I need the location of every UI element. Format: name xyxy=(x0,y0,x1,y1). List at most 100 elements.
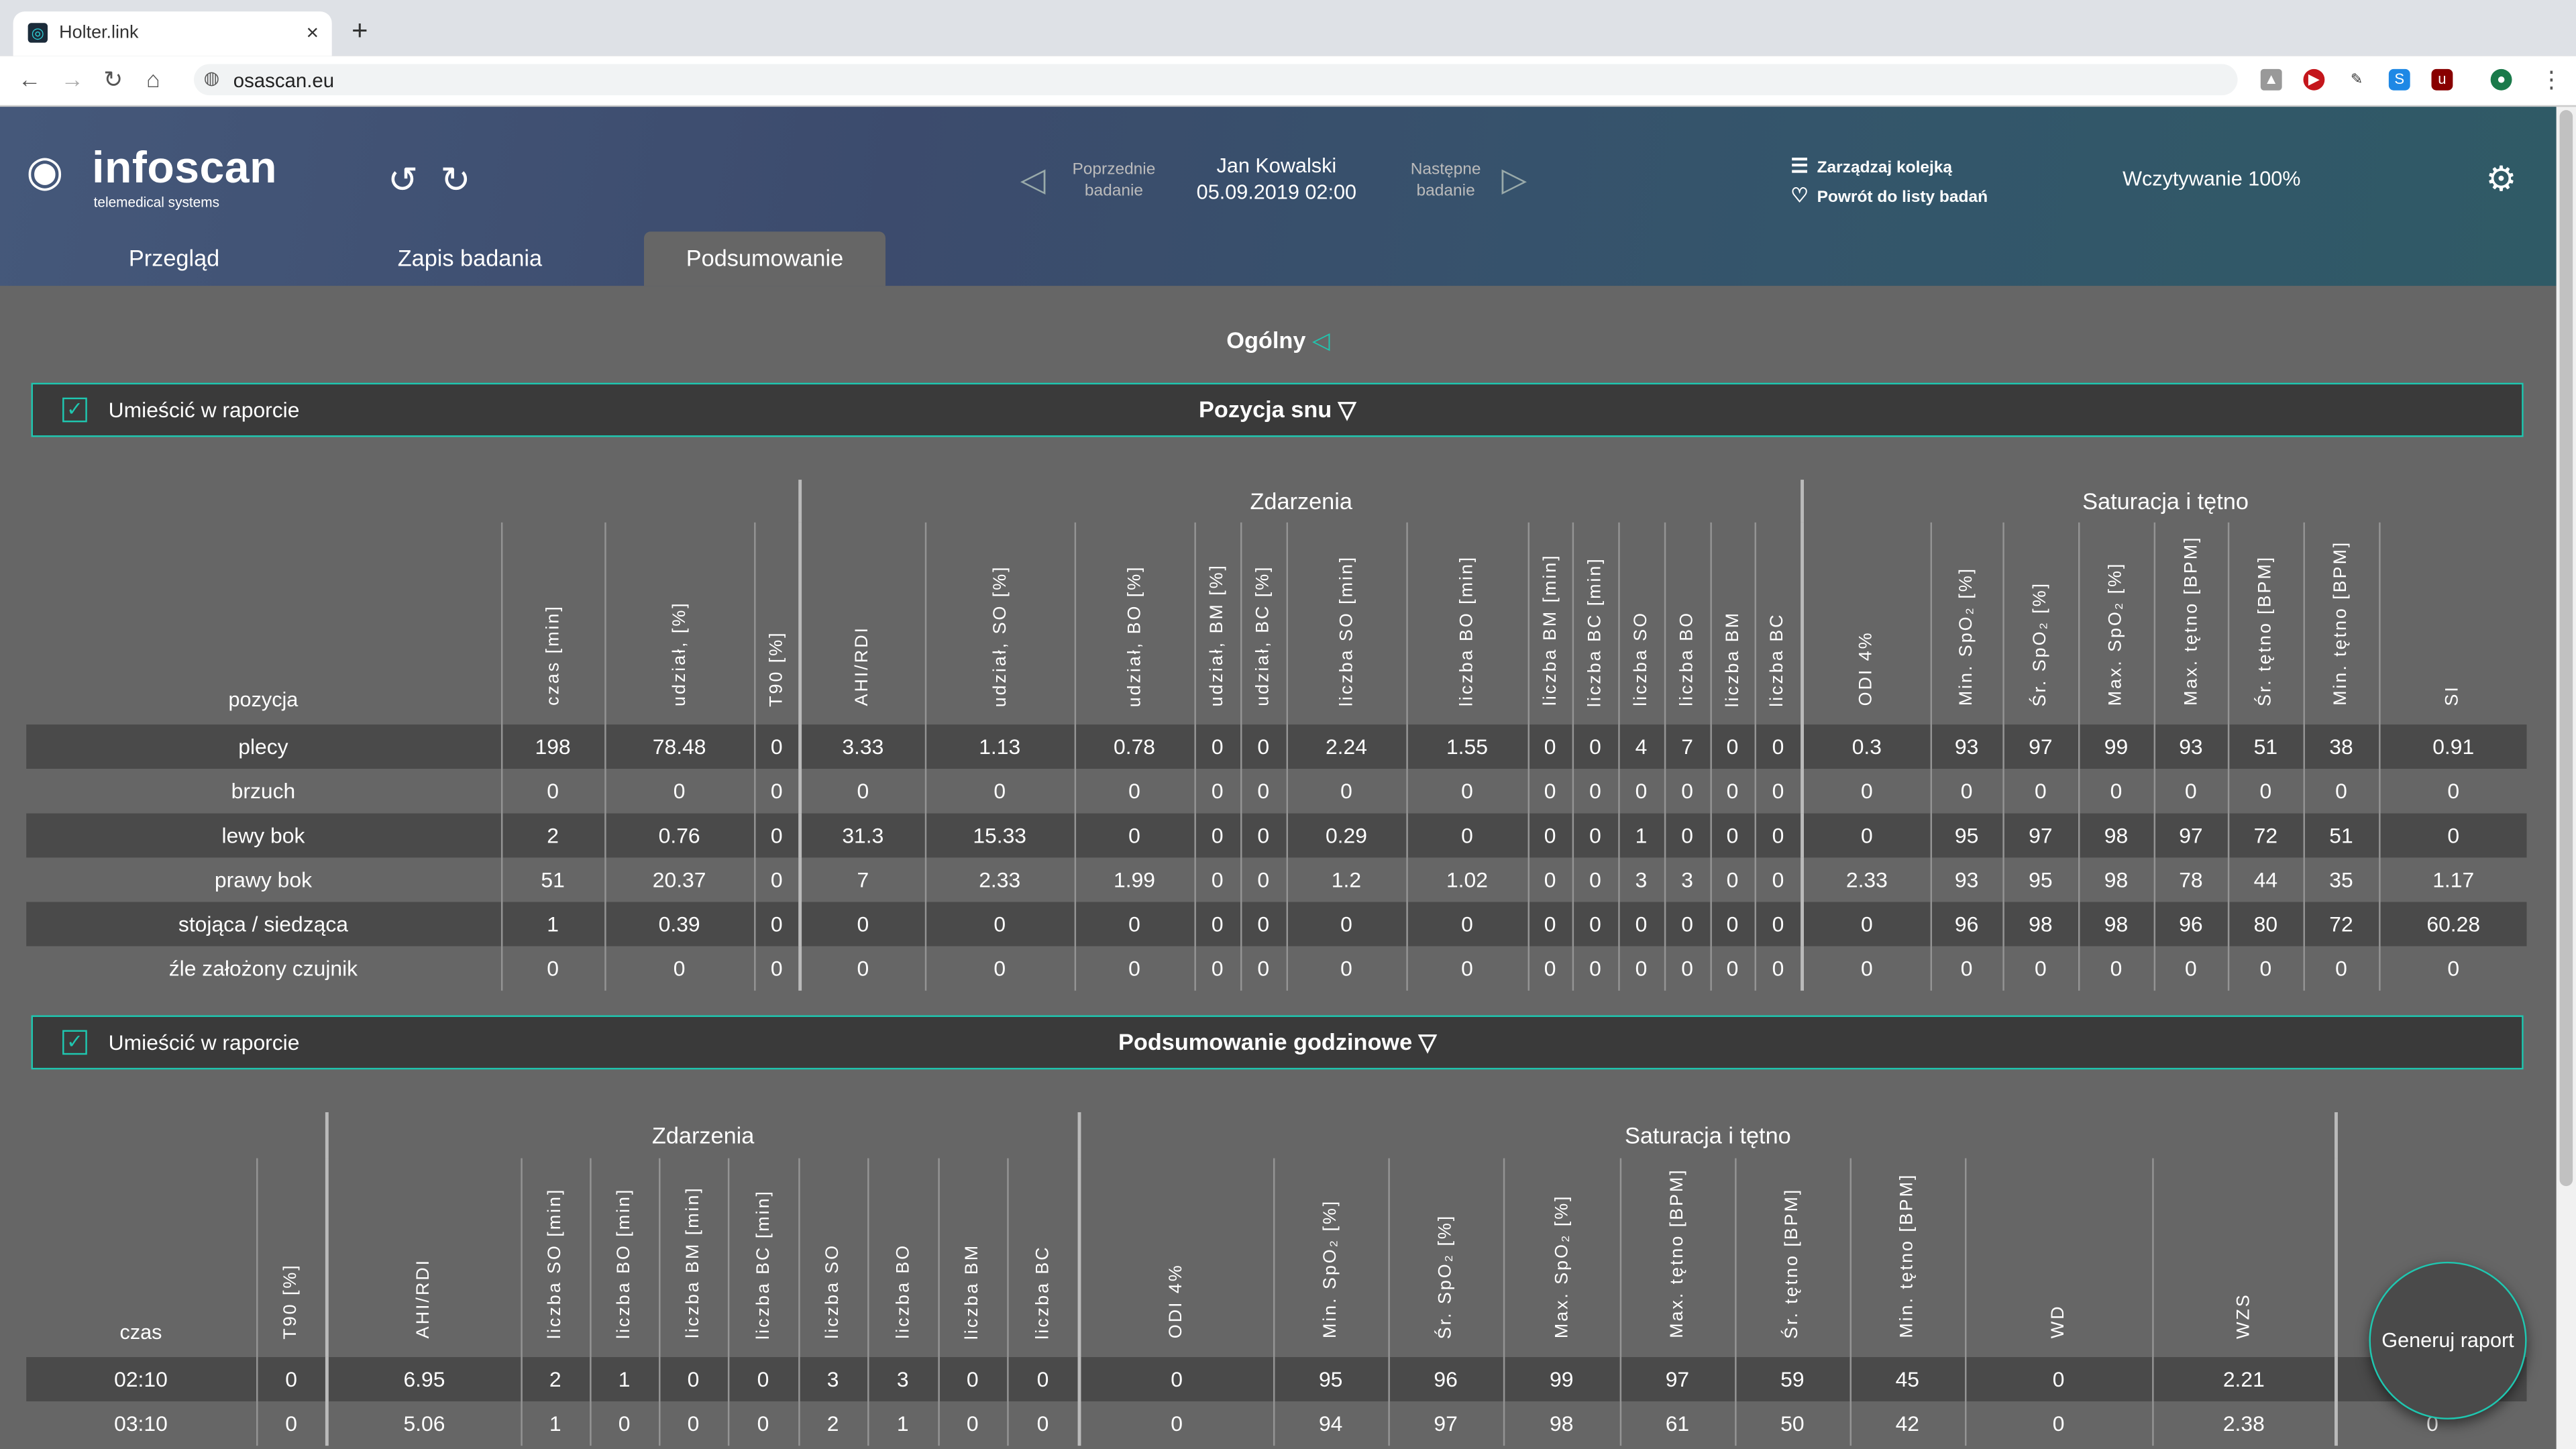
column-header[interactable]: Min. SpO₂ [%] xyxy=(1272,1158,1389,1357)
column-header[interactable]: liczba BM [min] xyxy=(657,1158,728,1357)
column-group-header: Saturacja i tętno xyxy=(1077,1112,2337,1159)
column-header[interactable]: Śr. SpO₂ [%] xyxy=(2002,522,2079,725)
column-header[interactable]: liczba BM [min] xyxy=(1527,522,1572,725)
column-header[interactable]: Max. SpO₂ [%] xyxy=(2077,522,2154,725)
extension-icon[interactable]: ✎ xyxy=(2346,68,2368,91)
column-header[interactable]: pozycja xyxy=(26,523,501,724)
table-row: źle założony czujnik 0 0 0 0 0 0 0 0 0 0 0 0 0 0 0 0 0 0 0 0… xyxy=(26,946,2527,991)
column-header[interactable]: Min. tętno [BPM] xyxy=(1849,1158,1966,1357)
redo-icon[interactable]: ↻ xyxy=(440,159,471,201)
forward-icon[interactable]: → xyxy=(60,65,84,93)
gear-icon[interactable]: ⚙ xyxy=(2485,161,2517,199)
column-header[interactable]: ODI 4% xyxy=(1801,522,1931,725)
column-header[interactable]: T90 [%] xyxy=(753,522,800,725)
undo-icon[interactable]: ↺ xyxy=(387,159,419,201)
column-header[interactable]: SI xyxy=(2378,522,2527,725)
column-header[interactable]: Śr. tętno [BPM] xyxy=(1733,1158,1850,1357)
column-header[interactable]: liczba BC xyxy=(1006,1158,1079,1357)
dropdown-triangle-icon[interactable]: ▽ xyxy=(1338,396,1356,423)
column-header[interactable]: liczba BO xyxy=(1663,522,1711,725)
column-header[interactable]: liczba BC [min] xyxy=(727,1158,799,1357)
url-input[interactable]: ◍ osascan.eu xyxy=(193,64,2238,96)
manage-queue-link[interactable]: ☰ Zarządzaj kolejką xyxy=(1790,154,1952,177)
heart-icon: ♡ xyxy=(1790,184,1809,207)
column-header[interactable]: Max. tętno [BPM] xyxy=(1619,1158,1735,1357)
column-header[interactable]: liczba BC [min] xyxy=(1571,522,1619,725)
column-header[interactable]: udział, SO [%] xyxy=(924,522,1075,725)
column-header[interactable]: liczba SO xyxy=(1617,522,1664,725)
column-header[interactable]: liczba SO [min] xyxy=(520,1158,590,1357)
dropdown-triangle-icon[interactable]: ▽ xyxy=(1418,1028,1437,1055)
table-cell: 0 xyxy=(1073,902,1195,947)
column-header[interactable]: Max. SpO₂ [%] xyxy=(1502,1158,1620,1357)
table-cell: 0 xyxy=(1077,1356,1273,1401)
browser-tab[interactable]: ◎ Holter.link × xyxy=(13,11,332,56)
column-header[interactable]: liczba BM xyxy=(937,1158,1008,1357)
include-in-report-checkbox[interactable]: ✓ xyxy=(62,397,87,423)
hourly-summary-title[interactable]: Podsumowanie godzinowe ▽ xyxy=(33,1028,2522,1057)
column-header[interactable]: WZS xyxy=(2151,1158,2337,1357)
home-icon[interactable]: ⌂ xyxy=(146,65,160,93)
include-in-report-checkbox[interactable]: ✓ xyxy=(62,1030,87,1055)
back-icon[interactable]: ← xyxy=(17,65,42,93)
column-header[interactable]: liczba SO xyxy=(797,1158,868,1357)
generate-report-button[interactable]: Generuj raport xyxy=(2369,1261,2527,1419)
menu-icon[interactable]: ⋮ xyxy=(2540,65,2563,93)
scrollbar-thumb[interactable] xyxy=(2559,110,2573,1187)
next-exam-button[interactable]: Następne badanie xyxy=(1410,161,1481,201)
column-header[interactable]: AHI/RDI xyxy=(325,1158,521,1357)
row-label: 03:10 xyxy=(114,1411,168,1436)
column-header[interactable]: Min. tętno [BPM] xyxy=(2302,522,2379,725)
column-header[interactable]: Max. tętno [BPM] xyxy=(2153,522,2229,725)
table-cell: 0 xyxy=(500,946,605,991)
table-cell: 0 xyxy=(1006,1356,1079,1401)
table-cell: 98 xyxy=(2077,857,2154,902)
sleep-position-title[interactable]: Pozycja snu ▽ xyxy=(33,396,2522,424)
list-icon: ☰ xyxy=(1790,154,1809,178)
column-header[interactable]: liczba SO [min] xyxy=(1285,522,1407,725)
table-cell: 0 xyxy=(1571,946,1619,991)
drive-icon[interactable]: ▲ xyxy=(2260,68,2282,91)
column-header[interactable]: ODI 4% xyxy=(1077,1158,1273,1357)
skype-icon[interactable]: S xyxy=(2388,68,2410,91)
column-header[interactable]: udział, BM [%] xyxy=(1193,522,1240,725)
column-header[interactable]: liczba BM xyxy=(1709,522,1755,725)
back-to-list-link[interactable]: ♡ Powrót do listy badań xyxy=(1790,184,1988,207)
table-cell: 20.37 xyxy=(604,857,755,902)
column-header[interactable]: liczba BO [min] xyxy=(588,1158,659,1357)
column-header[interactable]: Min. SpO₂ [%] xyxy=(1929,522,2003,725)
column-header[interactable]: T90 [%] xyxy=(255,1158,327,1357)
reload-icon[interactable]: ↻ xyxy=(103,65,123,93)
hourly-summary-table: Zdarzenia Saturacja i tętno czas T90 [%] AHI… xyxy=(26,1112,2527,1446)
column-header[interactable]: AHI/RDI xyxy=(798,522,925,725)
column-header[interactable]: liczba BO [min] xyxy=(1405,522,1528,725)
column-header[interactable]: liczba BO xyxy=(866,1158,938,1357)
table-cell: 0 xyxy=(2378,946,2527,991)
column-header[interactable]: udział, BO [%] xyxy=(1073,522,1195,725)
column-header[interactable]: liczba BC xyxy=(1754,522,1803,725)
column-header[interactable]: udział, [%] xyxy=(604,522,755,725)
section-title[interactable]: Ogólny ◁ xyxy=(0,327,2557,355)
column-header[interactable]: udział, BC [%] xyxy=(1239,522,1287,725)
column-header[interactable]: czas xyxy=(26,1159,256,1357)
new-tab-icon[interactable]: + xyxy=(352,15,368,46)
table-cell: 97 xyxy=(2002,724,2079,769)
next-exam-arrow-icon[interactable]: ▷ xyxy=(1501,162,1527,199)
column-header[interactable]: Śr. tętno [BPM] xyxy=(2226,522,2304,725)
youtube-icon[interactable]: ▶ xyxy=(2303,68,2325,91)
tab-przeglad[interactable]: Przegląd xyxy=(128,244,220,272)
close-tab-icon[interactable]: × xyxy=(306,19,319,45)
table-cell: 96 xyxy=(1387,1356,1503,1401)
previous-exam-arrow-icon[interactable]: ◁ xyxy=(1020,162,1046,199)
column-header[interactable]: Śr. SpO₂ [%] xyxy=(1387,1158,1503,1357)
scrollbar[interactable] xyxy=(2556,107,2576,1449)
collapse-triangle-icon[interactable]: ◁ xyxy=(1311,327,1330,354)
column-header[interactable]: WD xyxy=(1964,1158,2153,1357)
profile-icon[interactable]: ● xyxy=(2490,68,2512,91)
previous-exam-button[interactable]: Poprzednie badanie xyxy=(1072,161,1156,201)
tab-podsumowanie[interactable]: Podsumowanie xyxy=(644,231,886,286)
tab-zapis-badania[interactable]: Zapis badania xyxy=(397,244,543,272)
table-cell: 3 xyxy=(797,1356,868,1401)
ublock-icon[interactable]: u xyxy=(2431,68,2453,91)
column-header[interactable]: czas [min] xyxy=(500,522,605,725)
